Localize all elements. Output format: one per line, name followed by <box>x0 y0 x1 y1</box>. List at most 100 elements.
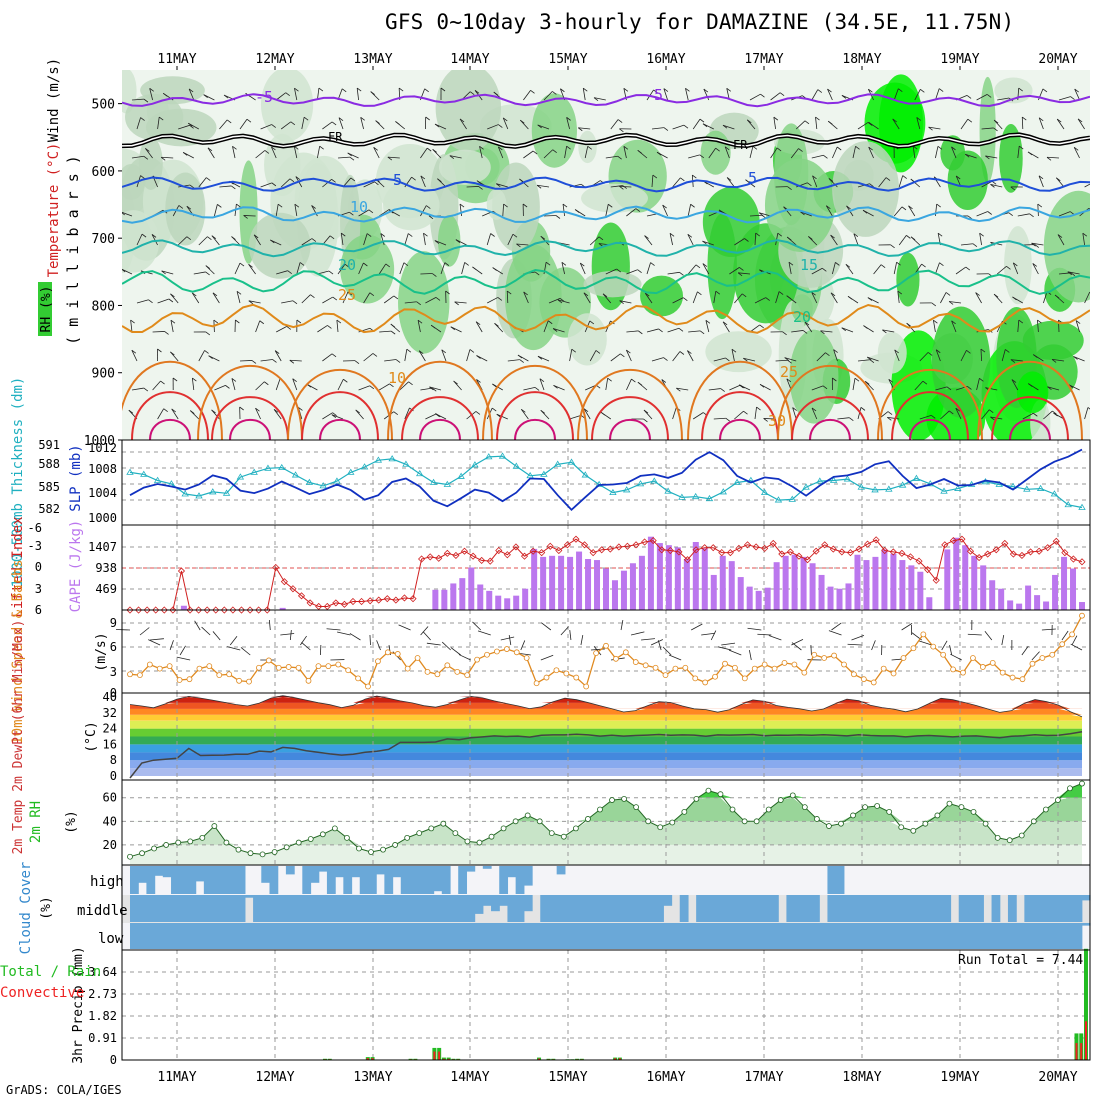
thickness-line-point <box>554 460 562 467</box>
wind-barb <box>145 148 153 159</box>
wind-barb <box>811 154 824 159</box>
temp-tick-label: 32 <box>103 706 117 720</box>
chart-title: GFS 0~10day 3-hourly for DAMAZINE (34.5E… <box>385 10 1015 34</box>
wind-barb <box>663 88 668 101</box>
rh-line-point <box>464 838 471 845</box>
precip-axis-label: 3hr Precip (mm) <box>71 946 86 1063</box>
precip-tick-label: 1.82 <box>88 1009 117 1023</box>
wind-barb <box>131 387 144 391</box>
wind-barb-flag <box>901 206 907 211</box>
wind-speed-line-point <box>315 663 322 670</box>
cloud-low-bar <box>1024 923 1034 949</box>
cloud-middle-bar <box>203 895 213 922</box>
wind-barb <box>687 350 694 362</box>
wind-barb-flag <box>637 150 642 154</box>
wind-barb-flag <box>248 300 254 305</box>
wind-barb-flag <box>239 262 245 267</box>
wind-barb <box>1010 359 1023 362</box>
wind-barb <box>692 118 701 130</box>
isotherm-35-loop <box>211 396 289 440</box>
wind-barb-flag <box>292 300 298 305</box>
cape-bar <box>504 598 511 610</box>
wind-speed-line-point <box>464 672 471 678</box>
wind-barb <box>1043 410 1053 420</box>
cloud-middle-bar <box>441 895 451 922</box>
wind-barb <box>949 301 962 304</box>
cloud-middle-bar <box>212 895 221 922</box>
thickness-line-point <box>609 488 617 496</box>
wind-barb <box>136 233 143 246</box>
surface-wind-barb <box>441 641 451 651</box>
date-label-top: 16MAY <box>646 52 685 67</box>
rh-line-point <box>175 839 182 846</box>
lifted-index-line-point <box>220 606 228 614</box>
wind-barb-flag <box>663 357 668 361</box>
isotherm-40-loop <box>229 418 271 440</box>
wind-barb <box>130 320 133 333</box>
wind-speed-line-point <box>1019 676 1026 683</box>
wind-barb <box>852 378 856 391</box>
wind-barb-flag <box>786 236 792 241</box>
lifted-index-line-point <box>606 545 614 553</box>
thickness-line-point <box>347 468 355 475</box>
wind-barb-flag <box>620 353 625 358</box>
wind-barb-flag <box>416 301 421 306</box>
wind-barb <box>887 416 900 420</box>
wind-barb <box>1031 242 1044 246</box>
wind-barb-flag <box>170 319 176 324</box>
wind-speed-line-point <box>702 679 709 686</box>
wind-barb <box>404 301 417 304</box>
wind-barb <box>676 387 689 391</box>
cape-bar <box>665 545 672 610</box>
wind-barb-flag <box>699 154 705 159</box>
wind-barb-flag <box>722 124 728 129</box>
wind-barb <box>651 175 654 188</box>
cloud-high-bar <box>835 866 845 894</box>
wind-barb <box>898 175 904 188</box>
rh2m-unit-label: (%) <box>64 810 79 833</box>
cloud-middle-bar <box>991 895 1001 922</box>
thickness-line-point <box>885 485 893 492</box>
wind-barb <box>852 146 856 159</box>
wind-speed-line-point <box>851 671 857 678</box>
wind-barb <box>486 233 492 246</box>
isotherm-40-loop <box>319 418 361 440</box>
surface-wind-barb <box>508 635 512 646</box>
axis-labels: Wind (m/s)Temperature (°C)RH (%)( m i l … <box>0 58 109 1064</box>
wind-barb-flag <box>255 407 260 412</box>
isotherm-40-loop <box>809 418 851 440</box>
wind-barb <box>605 155 618 159</box>
wind-barb <box>708 388 721 391</box>
cape-bar <box>180 605 187 610</box>
li-tick-label: 6 <box>35 603 42 617</box>
lifted-index-line-point <box>546 542 554 550</box>
cape-bar <box>791 554 798 610</box>
wind-barb <box>672 177 681 188</box>
wind-barb-flag <box>516 243 521 248</box>
rh-band <box>130 783 1082 798</box>
cloud-low-bar <box>975 923 984 949</box>
surface-wind-barb <box>950 653 962 661</box>
thickness-line-point <box>829 476 838 483</box>
wind-barb <box>619 185 632 188</box>
wind-barb-flag <box>1070 96 1075 100</box>
wind-barb-flag <box>867 122 873 126</box>
wind-barb-flag <box>1006 266 1011 270</box>
thickness-line-point <box>195 492 203 499</box>
wind-speed-line-point <box>156 665 163 672</box>
wind-barb-flag <box>356 87 362 92</box>
cloud-middle-bar <box>179 895 189 922</box>
wind-barb <box>523 90 531 101</box>
cloud-high-bar <box>187 866 197 894</box>
surface-wind-barb <box>620 620 624 631</box>
cape-bar <box>1007 600 1014 610</box>
surface-wind-barb <box>690 623 703 631</box>
rh-line-point <box>488 833 495 840</box>
wind-speed-line-point <box>246 678 252 685</box>
wind-barb-flag <box>885 177 891 181</box>
wind-barb-flag <box>192 292 197 297</box>
wind-barb <box>136 117 141 130</box>
wind-barb-flag <box>1032 263 1038 267</box>
surface-panels <box>116 440 1091 1060</box>
date-label-bottom: 20MAY <box>1038 1070 1077 1085</box>
